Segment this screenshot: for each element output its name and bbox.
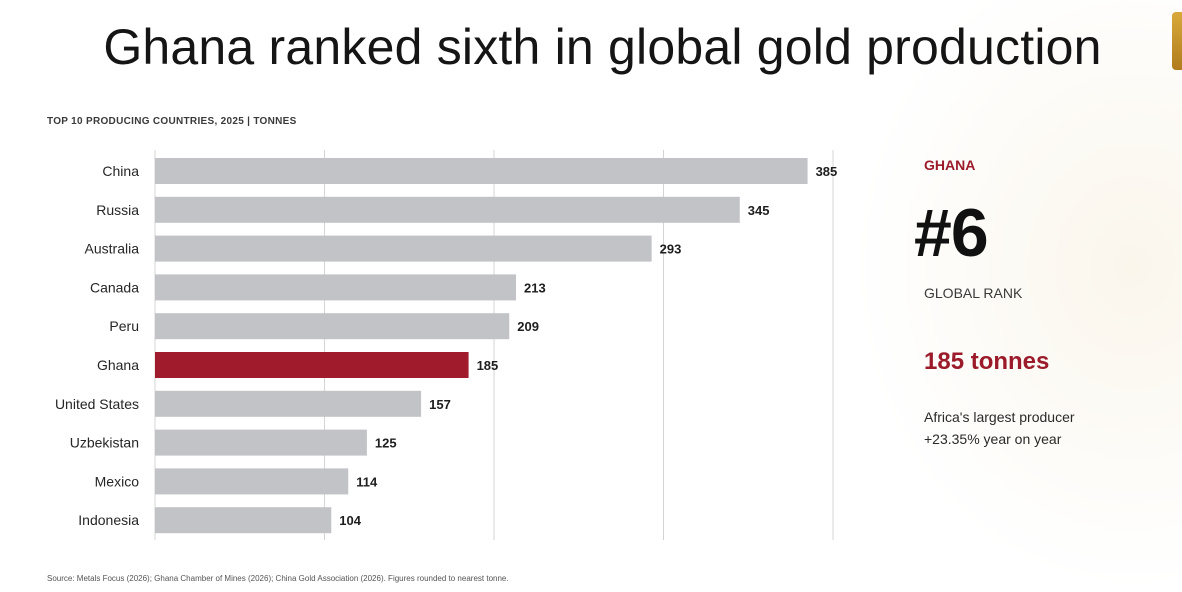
crest-logo-icon (1172, 12, 1182, 70)
category-label: Mexico (95, 473, 140, 489)
callout-note-line-1: Africa's largest producer (924, 409, 1075, 425)
category-label: Ghana (97, 357, 139, 373)
value-label: 157 (429, 397, 451, 412)
bar-chart: China Russia Australia Canada Peru Ghana Unite… (55, 150, 837, 540)
value-label: 185 (477, 358, 499, 373)
category-label: United States (55, 396, 139, 412)
callout-note-line-2: +23.35% year on year (924, 431, 1062, 447)
callout-country: GHANA (924, 157, 976, 173)
category-label: China (102, 163, 139, 179)
value-label: 209 (517, 319, 539, 334)
category-label: Indonesia (78, 512, 139, 528)
page-title: Ghana ranked sixth in global gold produc… (103, 19, 1102, 75)
category-label: Australia (85, 241, 140, 257)
bar-russia (155, 196, 740, 223)
callout-amount: 185 tonnes (924, 348, 1050, 375)
bar-mexico (155, 468, 349, 495)
category-labels: China Russia Australia Canada Peru Ghana Unite… (55, 163, 139, 528)
value-label: 104 (339, 513, 361, 528)
bars (155, 158, 808, 534)
callout-rank: #6 (914, 195, 989, 271)
value-labels: 385 345 293 213 209 185 157 125 114 104 (339, 164, 837, 528)
source-note: Source: Metals Focus (2026); Ghana Chamb… (47, 574, 509, 583)
value-label: 125 (375, 436, 397, 451)
bar-united-states (155, 390, 422, 417)
bar-ghana (155, 352, 469, 378)
bar-china (155, 158, 808, 184)
value-label: 293 (660, 242, 682, 257)
callout-note: Africa's largest producer +23.35% year o… (924, 406, 1075, 450)
value-label: 213 (524, 280, 546, 295)
bar-australia (155, 235, 652, 262)
category-label: Russia (96, 202, 139, 218)
callout-rank-label: GLOBAL RANK (924, 285, 1023, 301)
bar-indonesia (155, 507, 332, 534)
category-label: Uzbekistan (70, 435, 139, 451)
bar-peru (155, 313, 510, 340)
chart-subtitle: TOP 10 PRODUCING COUNTRIES, 2025 | TONNE… (47, 116, 297, 127)
category-label: Canada (90, 279, 139, 295)
bar-uzbekistan (155, 429, 367, 456)
value-label: 114 (356, 474, 378, 489)
bar-canada (155, 274, 517, 301)
category-label: Peru (109, 318, 139, 334)
value-label: 345 (748, 203, 770, 218)
value-label: 385 (816, 164, 838, 179)
